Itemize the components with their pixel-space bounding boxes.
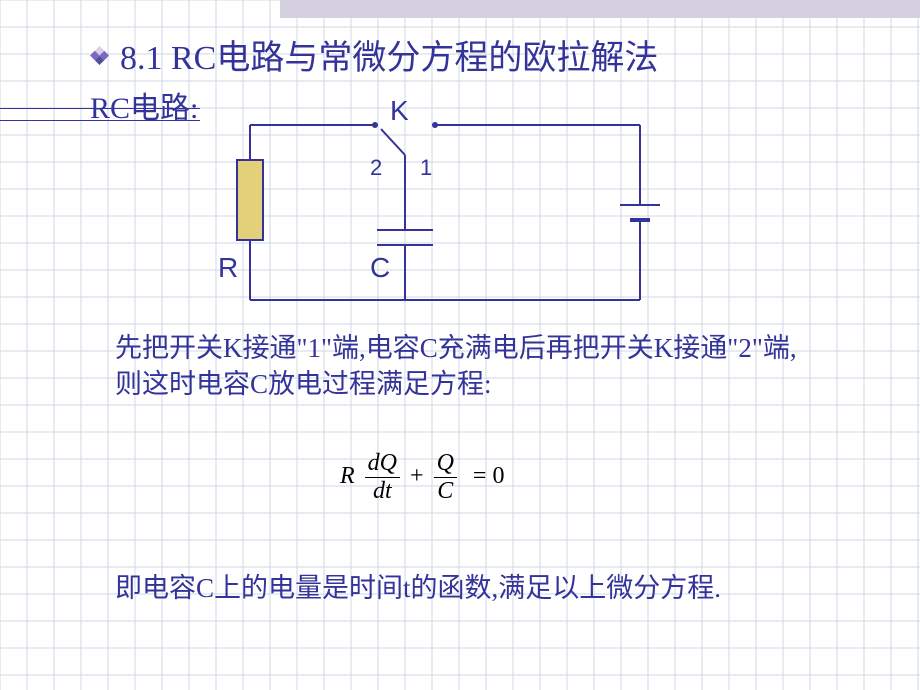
eq-eq0: = 0 (473, 463, 505, 489)
horizontal-rule-1 (0, 108, 200, 109)
switch-position-1: 1 (420, 155, 432, 181)
slide-content: 8.1 RC电路与常微分方程的欧拉解法 RC电路: K 2 1 R C 先把开关… (0, 0, 920, 127)
resistor-label-r: R (218, 252, 238, 284)
slide-title: 8.1 RC电路与常微分方程的欧拉解法 (120, 30, 658, 79)
eq-frac-dqdt: dQ dt (365, 450, 400, 505)
horizontal-rule-2 (0, 120, 200, 121)
paragraph-1: 先把开关K接通"1"端,电容C充满电后再把开关K接通"2"端,则这时电容C放电过… (115, 330, 815, 403)
eq-dQ: dQ (365, 450, 400, 478)
eq-R: R (340, 463, 355, 489)
differential-equation: R dQ dt + Q C = 0 (340, 450, 504, 505)
switch-position-2: 2 (370, 155, 382, 181)
rc-circuit-diagram (210, 100, 670, 330)
paragraph-2: 即电容C上的电量是时间t的函数,满足以上微分方程. (115, 570, 835, 606)
diamond-bullet-icon (90, 45, 110, 65)
switch-label-k: K (390, 95, 409, 127)
eq-dt: dt (365, 478, 400, 505)
eq-frac-qc: Q C (434, 450, 457, 505)
title-row: 8.1 RC电路与常微分方程的欧拉解法 (90, 30, 920, 79)
eq-Q: Q (434, 450, 457, 478)
capacitor-label-c: C (370, 252, 390, 284)
eq-C: C (434, 478, 457, 505)
eq-plus: + (410, 463, 424, 489)
